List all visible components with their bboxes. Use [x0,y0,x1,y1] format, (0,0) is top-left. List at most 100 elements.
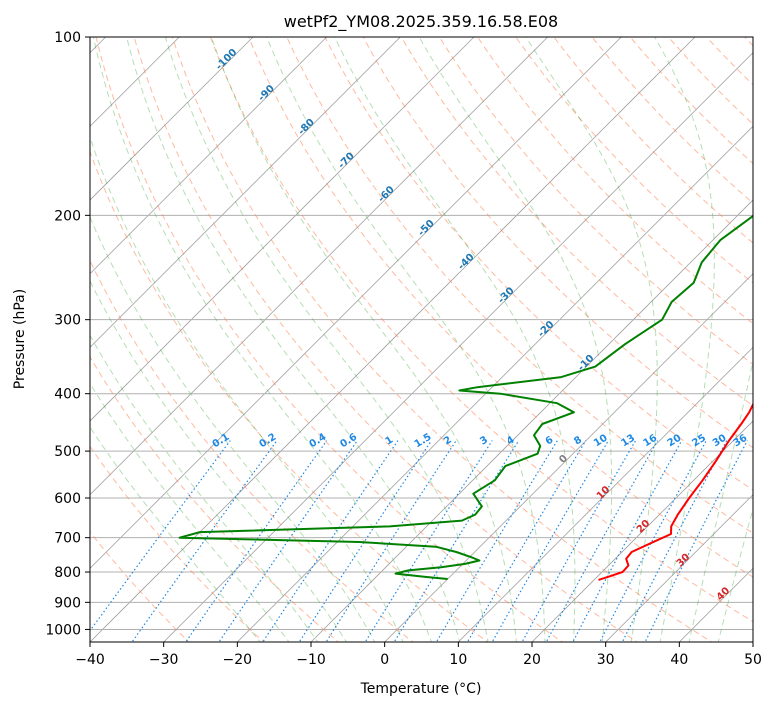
moist-adiabat-line [525,37,658,642]
mixing-ratio-line [131,440,278,642]
temperature-profile-line [598,402,753,581]
moist-adiabat-line [654,37,715,642]
y-axis: 100 200 300 400 500 600 700 800 900 1000 [45,30,90,638]
y-tick-label: 200 [54,208,81,224]
dry-adiabat-label: -70 [336,151,357,172]
mixing-ratio-label: 8 [572,434,584,447]
isotherm-line [90,37,622,569]
isotherm-line [310,199,753,642]
moist-adiabat-line [90,215,376,642]
y-tick-label: 1000 [45,622,81,638]
dry-adiabat-line [400,37,753,407]
isotherm-line [752,641,753,642]
mixing-ratio-label: 10 [592,433,610,450]
x-tick-label: −10 [296,652,326,668]
mixing-ratio-label: 13 [619,433,637,450]
dry-adiabat-line [248,37,753,578]
dry-adiabat-line [438,37,753,366]
y-tick-label: 300 [54,313,81,329]
dry-adiabat-label: -100 [214,47,240,73]
dry-adiabat-line [667,37,753,125]
mixing-ratio-label: 4 [505,434,517,447]
y-axis-label: Pressure (hPa) [12,289,28,389]
y-tick-label: 100 [54,30,81,46]
moist-adiabat-line [164,37,489,642]
mixing-ratio-line [435,440,558,642]
dry-adiabat-line [90,356,340,642]
isotherm-line [163,52,753,642]
dry-adiabat-line [90,445,265,642]
chart-title: wetPf2_YM08.2025.359.16.58.E08 [284,12,558,32]
moist-adiabat-line [418,37,613,642]
dry-adiabat-label: -50 [416,218,437,239]
dry-adiabat-line [771,25,775,644]
mixing-ratio-line [393,440,520,642]
isotherm-line [90,37,696,642]
isotherm-line [90,37,327,275]
dry-adiabat-label: -90 [256,83,277,104]
mixing-ratio-line [298,440,432,642]
mixing-ratio-line [545,440,659,642]
dry-adiabat-line [90,259,414,642]
isotherm-line [237,125,753,642]
x-tick-label: 20 [523,652,541,668]
x-tick-label: 30 [597,652,615,668]
mixing-ratio-line [521,440,637,642]
y-tick-label: 800 [54,565,81,581]
moist-adiabat-line [334,37,576,642]
isotherm-line [458,346,753,642]
moist-adiabat-label: 10 [595,484,613,502]
moist-adiabat-line [266,37,546,642]
dewpoint-profile-line [178,214,753,580]
mixing-ratio-label: 0.6 [338,432,359,451]
x-tick-label: −20 [223,652,253,668]
moist-adiabat-line [90,279,347,642]
mixing-ratio-label: 0.4 [308,432,329,451]
isotherm-line [679,567,753,642]
dry-adiabat-line [95,37,564,642]
isotherm-line [90,37,548,496]
dry-adiabat-line [133,37,638,642]
mixing-ratio-line [185,440,328,642]
mixing-ratio-line [491,440,609,642]
isotherm-line [531,420,753,642]
moist-adiabat-label: 40 [715,585,733,603]
mixing-ratio-line [325,440,457,642]
isotherm-line [90,37,254,201]
y-tick-label: 500 [54,444,81,460]
x-tick-label: −30 [149,652,179,668]
mixing-ratio-label: 25 [690,433,708,450]
mixing-ratio-line [466,440,587,642]
y-tick-label: 600 [54,491,81,507]
dry-adiabat-line [324,37,753,491]
mixing-ratio-label: 2 [442,434,454,447]
mixing-ratio-label: 6 [544,434,556,447]
y-tick-label: 900 [54,595,81,611]
x-tick-label: 50 [744,652,762,668]
moist-adiabat-label: 0 [557,453,570,466]
moist-adiabat-line [92,37,432,642]
dry-adiabat-line [744,37,753,47]
dry-adiabat-line [705,37,753,86]
mixing-ratio-label: 3 [478,434,490,447]
moist-adiabat-line [717,506,753,642]
mixing-ratio-line [621,440,728,642]
dry-adiabat-line [477,37,753,325]
dry-adiabat-line [171,37,713,642]
mixing-ratio-label: 16 [641,433,659,450]
x-axis-label: Temperature (°C) [360,681,482,697]
x-tick-label: 10 [449,652,467,668]
plot-frame [89,36,754,643]
x-tick-label: 40 [670,652,688,668]
isotherm-line [90,37,401,348]
x-tick-label: 0 [380,652,389,668]
dry-adiabat-line [515,37,753,284]
moist-adiabat-label: 30 [675,552,693,570]
moist-adiabat-line [688,358,753,642]
y-tick-label: 400 [54,387,81,403]
mixing-ratio-label: 1 [384,434,396,447]
mixing-ratio-line [262,440,399,642]
x-axis: −40 −30 −20 −10 0 10 20 30 40 50 [75,642,762,668]
y-tick-label: 700 [54,531,81,547]
